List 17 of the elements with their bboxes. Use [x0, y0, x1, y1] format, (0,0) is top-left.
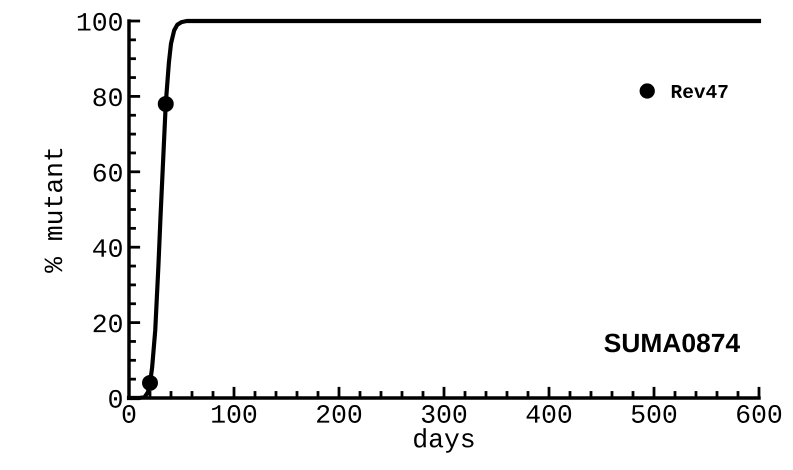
y-tick-label: 60 — [94, 164, 122, 182]
x-tick-label: 0 — [122, 405, 136, 423]
y-tick-label: 20 — [94, 314, 122, 332]
x-tick-label: 600 — [737, 405, 782, 423]
y-tick-label: 80 — [93, 88, 122, 106]
y-tick-label: 0 — [109, 390, 122, 408]
x-tick-label: 300 — [422, 405, 466, 423]
x-axis-title: days — [414, 428, 474, 453]
y-axis-title: % mutant — [44, 148, 62, 273]
legend-label: Rev47 — [672, 85, 728, 98]
y-tick-label: 100 — [78, 12, 122, 31]
annotation: SUMA0874 — [604, 334, 740, 352]
x-tick-label: 200 — [317, 405, 362, 423]
y-tick-label: 40 — [93, 239, 122, 258]
x-tick-label: 500 — [632, 405, 676, 423]
x-tick-label: 400 — [526, 405, 572, 423]
x-tick-label: 100 — [212, 405, 256, 423]
